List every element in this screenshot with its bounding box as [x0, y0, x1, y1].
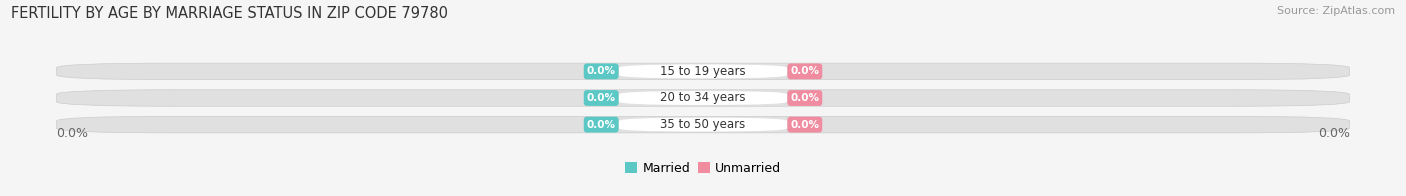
FancyBboxPatch shape — [56, 90, 1350, 106]
Text: 0.0%: 0.0% — [790, 120, 820, 130]
Text: 20 to 34 years: 20 to 34 years — [661, 92, 745, 104]
Text: 0.0%: 0.0% — [56, 127, 89, 140]
FancyBboxPatch shape — [619, 91, 787, 105]
Text: 15 to 19 years: 15 to 19 years — [661, 65, 745, 78]
FancyBboxPatch shape — [619, 64, 787, 78]
FancyBboxPatch shape — [56, 116, 1350, 133]
Text: 0.0%: 0.0% — [586, 93, 616, 103]
Text: 0.0%: 0.0% — [586, 120, 616, 130]
FancyBboxPatch shape — [56, 63, 1350, 80]
Text: 0.0%: 0.0% — [790, 66, 820, 76]
Text: 0.0%: 0.0% — [790, 93, 820, 103]
Text: 0.0%: 0.0% — [586, 66, 616, 76]
Legend: Married, Unmarried: Married, Unmarried — [620, 157, 786, 180]
FancyBboxPatch shape — [619, 118, 787, 132]
Text: 35 to 50 years: 35 to 50 years — [661, 118, 745, 131]
Text: Source: ZipAtlas.com: Source: ZipAtlas.com — [1277, 6, 1395, 16]
Text: 0.0%: 0.0% — [1317, 127, 1350, 140]
Text: FERTILITY BY AGE BY MARRIAGE STATUS IN ZIP CODE 79780: FERTILITY BY AGE BY MARRIAGE STATUS IN Z… — [11, 6, 449, 21]
